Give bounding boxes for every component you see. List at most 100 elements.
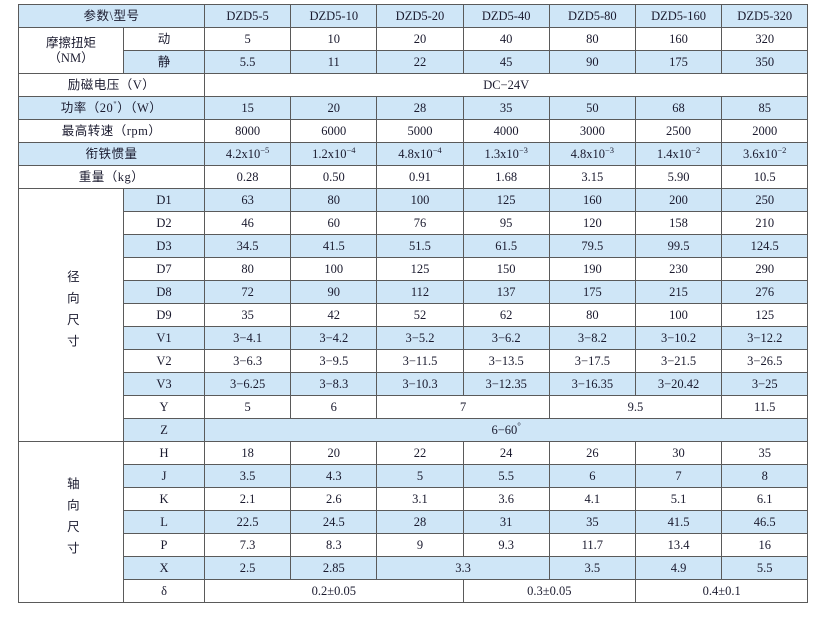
axial-name-delta: δ <box>122 579 206 603</box>
radial-D2-2: 76 <box>376 211 464 235</box>
axial-row-X: X 2.5 2.85 3.3 3.5 4.9 5.5 <box>19 556 809 580</box>
radial-D2-3: 95 <box>462 211 550 235</box>
axial-L-2: 28 <box>376 510 464 534</box>
radial-D9-1: 42 <box>290 303 378 327</box>
radial-D3-5: 99.5 <box>634 234 723 258</box>
axial-delta-1: 0.3±0.05 <box>462 579 636 603</box>
radial-V1-3: 3−6.2 <box>462 326 550 350</box>
radial-D2-6: 210 <box>721 211 809 235</box>
inertia-row: 衔铁惯量 4.2x10−5 1.2x10−4 4.8x10−4 1.3x10−3 4.8x… <box>17 142 809 166</box>
radial-V1-6: 3−12.2 <box>721 326 809 350</box>
weight-value-2: 0.91 <box>376 165 464 189</box>
radial-V3-6: 3−25 <box>721 372 809 396</box>
power-value-0: 15 <box>204 96 292 120</box>
torque-static-3: 45 <box>462 50 550 74</box>
weight-value-3: 1.68 <box>462 165 550 189</box>
axial-H-2: 22 <box>376 441 464 465</box>
power-label-superscript: " <box>113 98 118 109</box>
torque-dynamic-5: 160 <box>634 27 723 51</box>
axial-group-label-text: 轴向尺寸 <box>64 477 79 564</box>
inertia-label: 衔铁惯量 <box>17 142 206 166</box>
inertia-exponent-0: −5 <box>260 144 270 155</box>
axial-X-3: 3.5 <box>548 556 636 580</box>
torque-static-row: 静 5.5 11 22 45 90 175 350 <box>19 50 809 74</box>
inertia-exponent-3: −3 <box>518 144 528 155</box>
speed-value-3: 4000 <box>462 119 550 143</box>
axial-X-1: 2.85 <box>290 556 378 580</box>
inertia-value-1: 1.2x10−4 <box>290 142 378 166</box>
torque-label: 摩擦扭矩 （NM） <box>18 27 124 74</box>
radial-V3-2: 3−10.3 <box>376 372 464 396</box>
radial-row-Y: Y 5 6 7 9.5 11.5 <box>19 395 809 419</box>
radial-V3-4: 3−16.35 <box>548 372 636 396</box>
param-model-header: 参数\型号 <box>17 4 206 28</box>
radial-name-D9: D9 <box>122 303 206 327</box>
axial-L-1: 24.5 <box>290 510 378 534</box>
radial-D1-1: 80 <box>290 188 378 212</box>
torque-static-0: 5.5 <box>204 50 292 74</box>
radial-row-D2: D2 46 60 76 95 120 158 210 <box>19 211 809 235</box>
axial-P-6: 16 <box>721 533 809 557</box>
radial-row-V1: V1 3−4.1 3−4.2 3−5.2 3−6.2 3−8.2 3−10.2 3−12.2 <box>19 326 809 350</box>
axial-K-3: 3.6 <box>462 487 550 511</box>
radial-row-D3: D3 34.5 41.5 51.5 61.5 79.5 99.5 124.5 <box>19 234 809 258</box>
radial-D7-3: 150 <box>462 257 550 281</box>
radial-D8-5: 215 <box>634 280 723 304</box>
inertia-exponent-1: −4 <box>346 144 356 155</box>
radial-V2-5: 3−21.5 <box>634 349 723 373</box>
inertia-exponent-6: −2 <box>777 144 787 155</box>
radial-row-D8: D8 72 90 112 137 175 215 276 <box>19 280 809 304</box>
radial-D7-2: 125 <box>376 257 464 281</box>
axial-row-L: L 22.5 24.5 28 31 35 41.5 46.5 <box>19 510 809 534</box>
table-header-row: 参数\型号 DZD5-5 DZD5-10 DZD5-20 DZD5-40 DZD5-80 D… <box>17 4 809 28</box>
axial-H-0: 18 <box>204 441 292 465</box>
radial-D1-2: 100 <box>376 188 464 212</box>
speed-value-1: 6000 <box>290 119 378 143</box>
specification-table: 参数\型号 DZD5-5 DZD5-10 DZD5-20 DZD5-40 DZD5-80 D… <box>17 4 809 603</box>
weight-row: 重量（kg） 0.28 0.50 0.91 1.68 3.15 5.90 10.5 <box>17 165 809 189</box>
axial-row-delta: δ 0.2±0.05 0.3±0.05 0.4±0.1 <box>19 579 809 603</box>
radial-V2-2: 3−11.5 <box>376 349 464 373</box>
axial-J-3: 5.5 <box>462 464 550 488</box>
radial-name-D8: D8 <box>122 280 206 304</box>
weight-value-6: 10.5 <box>721 165 809 189</box>
speed-label: 最高转速（rpm） <box>17 119 206 143</box>
voltage-value: DC−24V <box>204 73 809 97</box>
radial-group-label: 径向尺寸 <box>18 188 124 442</box>
radial-D8-1: 90 <box>290 280 378 304</box>
radial-D8-6: 276 <box>721 280 809 304</box>
inertia-value-2: 4.8x10−4 <box>376 142 464 166</box>
radial-D8-2: 112 <box>376 280 464 304</box>
axial-K-5: 5.1 <box>634 487 723 511</box>
axial-H-3: 24 <box>462 441 550 465</box>
model-header-6: DZD5-320 <box>721 4 809 28</box>
speed-row: 最高转速（rpm） 8000 6000 5000 4000 3000 2500 2000 <box>17 119 809 143</box>
axial-name-L: L <box>122 510 206 534</box>
radial-V3-5: 3−20.42 <box>634 372 723 396</box>
radial-D3-3: 61.5 <box>462 234 550 258</box>
radial-row-D9: D9 35 42 52 62 80 100 125 <box>19 303 809 327</box>
axial-delta-0: 0.2±0.05 <box>204 579 464 603</box>
radial-D1-4: 160 <box>548 188 636 212</box>
axial-X-5: 5.5 <box>721 556 809 580</box>
speed-value-4: 3000 <box>548 119 636 143</box>
radial-V2-1: 3−9.5 <box>290 349 378 373</box>
speed-value-6: 2000 <box>721 119 809 143</box>
radial-row-V3: V3 3−6.25 3−8.3 3−10.3 3−12.35 3−16.35 3−20.42… <box>19 372 809 396</box>
weight-value-5: 5.90 <box>634 165 723 189</box>
radial-D7-6: 290 <box>721 257 809 281</box>
axial-row-P: P 7.3 8.3 9 9.3 11.7 13.4 16 <box>19 533 809 557</box>
weight-label: 重量（kg） <box>17 165 206 189</box>
torque-dynamic-label: 动 <box>122 27 206 51</box>
power-value-4: 50 <box>548 96 636 120</box>
radial-Y-3: 9.5 <box>548 395 723 419</box>
inertia-exponent-2: −4 <box>432 144 442 155</box>
torque-static-2: 22 <box>376 50 464 74</box>
axial-J-1: 4.3 <box>290 464 378 488</box>
radial-D2-4: 120 <box>548 211 636 235</box>
torque-label-line1: 摩擦扭矩 <box>45 36 96 51</box>
torque-label-line2: （NM） <box>48 50 94 65</box>
radial-D2-1: 60 <box>290 211 378 235</box>
power-label: 功率（20"）（W） <box>17 96 206 120</box>
speed-value-0: 8000 <box>204 119 292 143</box>
